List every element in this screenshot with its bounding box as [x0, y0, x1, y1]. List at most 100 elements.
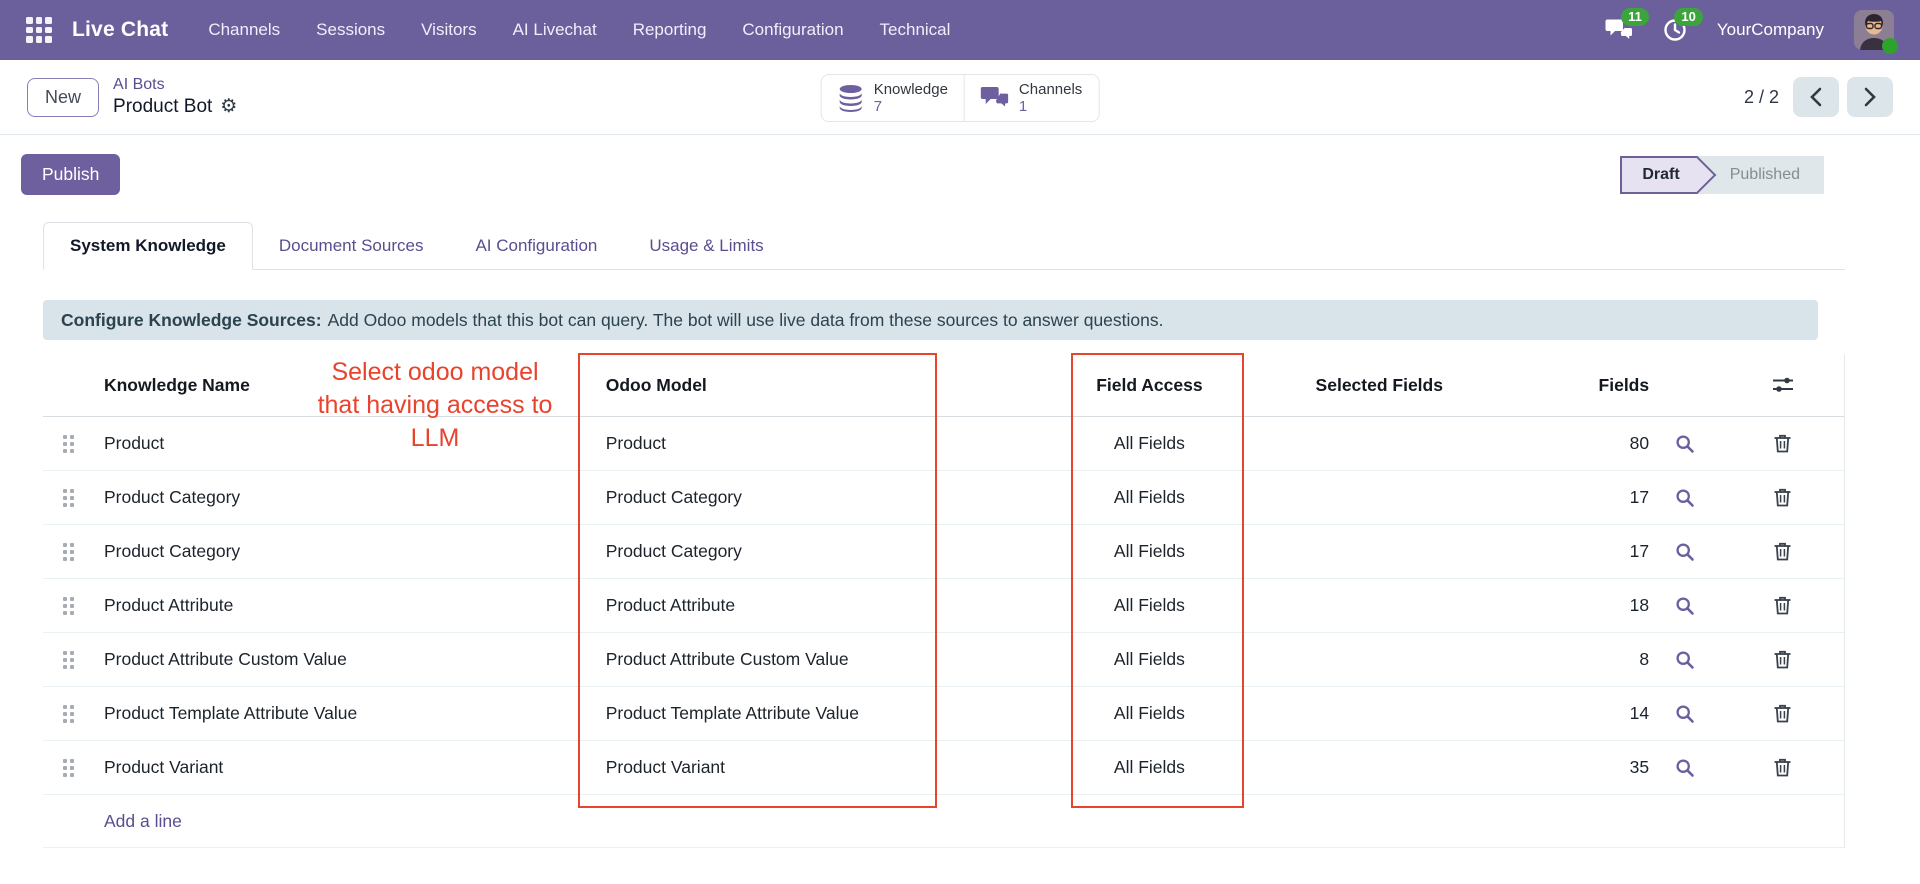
- cell-odoo-model[interactable]: Product Template Attribute Value: [605, 703, 859, 723]
- activities-count-badge: 10: [1674, 8, 1703, 26]
- cell-field-access[interactable]: All Fields: [1113, 757, 1185, 777]
- activities-icon[interactable]: 10: [1663, 8, 1703, 42]
- delete-row-button[interactable]: [1774, 434, 1791, 453]
- delete-row-button[interactable]: [1774, 650, 1791, 669]
- cell-knowledge-name[interactable]: Product Template Attribute Value: [103, 703, 358, 723]
- state-draft[interactable]: Draft: [1620, 155, 1698, 194]
- table-row[interactable]: Product Product All Fields 80: [43, 417, 1844, 471]
- search-fields-button[interactable]: [1675, 758, 1695, 778]
- drag-handle-icon[interactable]: [63, 704, 75, 723]
- topbar-menu-item[interactable]: Reporting: [632, 20, 707, 39]
- notebook-tab[interactable]: Usage & Limits: [649, 236, 764, 255]
- cell-field-access[interactable]: All Fields: [1113, 433, 1185, 453]
- table-row[interactable]: Product Category Product Category All Fi…: [43, 471, 1844, 525]
- drag-handle-icon[interactable]: [63, 434, 75, 453]
- delete-row-button[interactable]: [1774, 542, 1791, 561]
- table-row[interactable]: Product Variant Product Variant All Fiel…: [43, 741, 1844, 795]
- search-fields-button[interactable]: [1675, 434, 1695, 454]
- topbar-menus: Channels Sessions Visitors AI Livechat R…: [208, 20, 950, 40]
- table-row[interactable]: Product Template Attribute Value Product…: [43, 687, 1844, 741]
- topbar-menu-item[interactable]: AI Livechat: [512, 20, 597, 39]
- smart-button-knowledge[interactable]: Knowledge 7: [822, 75, 964, 121]
- search-fields-button[interactable]: [1675, 542, 1695, 562]
- delete-row-button[interactable]: [1774, 758, 1791, 777]
- app-title[interactable]: Live Chat: [72, 18, 169, 41]
- search-fields-button[interactable]: [1675, 704, 1695, 724]
- cell-odoo-model[interactable]: Product Attribute: [605, 595, 736, 615]
- cell-field-access[interactable]: All Fields: [1113, 649, 1185, 669]
- cell-field-access[interactable]: All Fields: [1113, 487, 1185, 507]
- search-fields-button[interactable]: [1675, 488, 1695, 508]
- smart-button-label: Channels: [1018, 81, 1083, 98]
- trash-icon: [1774, 596, 1791, 615]
- delete-row-button[interactable]: [1774, 488, 1791, 507]
- pager-next-button[interactable]: [1847, 77, 1893, 117]
- drag-handle-icon[interactable]: [63, 758, 75, 777]
- pager-previous-button[interactable]: [1793, 77, 1839, 117]
- chat-bubbles-icon: [1605, 19, 1633, 42]
- breadcrumb-ai-bots[interactable]: AI Bots: [113, 76, 165, 93]
- topbar-menu-item[interactable]: Configuration: [742, 20, 844, 39]
- header-field-access[interactable]: Field Access: [1096, 374, 1203, 395]
- topbar-menu-item[interactable]: Sessions: [316, 20, 386, 39]
- table-header-row: Knowledge Name Odoo Model Field Access S…: [43, 354, 1844, 417]
- header-odoo-model[interactable]: Odoo Model: [605, 374, 707, 395]
- cell-fields-count[interactable]: 17: [1629, 487, 1650, 507]
- header-selected-fields[interactable]: Selected Fields: [1315, 374, 1443, 395]
- cell-fields-count[interactable]: 17: [1629, 541, 1650, 561]
- add-a-line-link[interactable]: Add a line: [104, 810, 182, 831]
- drag-handle-icon[interactable]: [63, 488, 75, 507]
- optional-columns-icon[interactable]: [1772, 376, 1794, 394]
- search-fields-button[interactable]: [1675, 596, 1695, 616]
- user-menu[interactable]: [1854, 10, 1898, 54]
- table-row[interactable]: Product Category Product Category All Fi…: [43, 525, 1844, 579]
- cell-knowledge-name[interactable]: Product Attribute Custom Value: [103, 649, 347, 669]
- trash-icon: [1774, 650, 1791, 669]
- apps-grid-icon[interactable]: [26, 17, 52, 43]
- topbar-menu-item[interactable]: Channels: [208, 20, 281, 39]
- search-fields-button[interactable]: [1675, 650, 1695, 670]
- drag-handle-icon[interactable]: [63, 596, 75, 615]
- cell-odoo-model[interactable]: Product Category: [605, 541, 742, 561]
- state-published[interactable]: Published: [1697, 155, 1824, 194]
- company-switcher[interactable]: YourCompany: [1716, 20, 1824, 39]
- cell-field-access[interactable]: All Fields: [1113, 541, 1185, 561]
- topbar-menu-item[interactable]: Visitors: [421, 20, 477, 39]
- magnifier-icon: [1676, 758, 1694, 777]
- drag-handle-icon[interactable]: [63, 542, 75, 561]
- notebook-tab[interactable]: System Knowledge: [43, 222, 253, 270]
- cell-odoo-model[interactable]: Product Category: [605, 487, 742, 507]
- drag-handle-icon[interactable]: [63, 650, 75, 669]
- notebook-tab[interactable]: AI Configuration: [475, 236, 598, 255]
- magnifier-icon: [1676, 650, 1694, 669]
- cell-knowledge-name[interactable]: Product: [103, 433, 165, 453]
- delete-row-button[interactable]: [1774, 596, 1791, 615]
- messages-icon[interactable]: 11: [1605, 8, 1649, 42]
- gear-icon[interactable]: ⚙: [220, 96, 238, 117]
- cell-fields-count[interactable]: 8: [1639, 649, 1650, 669]
- table-row[interactable]: Product Attribute Product Attribute All …: [43, 579, 1844, 633]
- new-button[interactable]: New: [27, 77, 100, 117]
- cell-knowledge-name[interactable]: Product Category: [103, 541, 241, 561]
- header-knowledge-name[interactable]: Knowledge Name: [103, 374, 250, 395]
- notebook-tab[interactable]: Document Sources: [278, 236, 424, 255]
- table-row[interactable]: Product Attribute Custom Value Product A…: [43, 633, 1844, 687]
- cell-fields-count[interactable]: 14: [1629, 703, 1650, 723]
- cell-field-access[interactable]: All Fields: [1113, 703, 1185, 723]
- cell-odoo-model[interactable]: Product Attribute Custom Value: [605, 649, 849, 669]
- smart-button-channels[interactable]: Channels 1: [963, 75, 1098, 121]
- delete-row-button[interactable]: [1774, 704, 1791, 723]
- topbar-menu-item[interactable]: Technical: [879, 20, 951, 39]
- cell-fields-count[interactable]: 35: [1629, 757, 1650, 777]
- header-fields[interactable]: Fields: [1598, 374, 1650, 395]
- cell-fields-count[interactable]: 18: [1629, 595, 1650, 615]
- cell-knowledge-name[interactable]: Product Variant: [103, 757, 224, 777]
- cell-knowledge-name[interactable]: Product Category: [103, 487, 241, 507]
- publish-button[interactable]: Publish: [21, 154, 121, 195]
- cell-odoo-model[interactable]: Product: [605, 433, 667, 453]
- cell-odoo-model[interactable]: Product Variant: [605, 757, 726, 777]
- cell-knowledge-name[interactable]: Product Attribute: [103, 595, 234, 615]
- cell-fields-count[interactable]: 80: [1629, 433, 1650, 453]
- cell-field-access[interactable]: All Fields: [1113, 595, 1185, 615]
- form-sheet: System Knowledge Document Sources AI Con…: [43, 220, 1845, 848]
